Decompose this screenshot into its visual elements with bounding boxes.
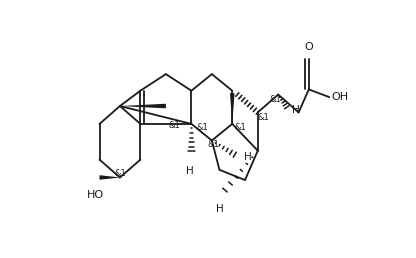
Polygon shape bbox=[120, 104, 166, 108]
Text: &1: &1 bbox=[196, 123, 208, 132]
Text: OH: OH bbox=[332, 92, 349, 102]
Text: H: H bbox=[215, 204, 223, 214]
Polygon shape bbox=[230, 93, 235, 124]
Text: H: H bbox=[244, 152, 252, 162]
Text: H: H bbox=[186, 166, 194, 176]
Text: HO: HO bbox=[87, 190, 104, 200]
Polygon shape bbox=[99, 175, 120, 180]
Text: &1: &1 bbox=[208, 140, 220, 149]
Text: &1: &1 bbox=[168, 121, 180, 130]
Text: &1: &1 bbox=[235, 123, 247, 132]
Text: &1: &1 bbox=[258, 113, 270, 122]
Text: O: O bbox=[305, 42, 313, 52]
Text: &1: &1 bbox=[115, 169, 126, 178]
Text: &1: &1 bbox=[269, 95, 281, 104]
Text: H: H bbox=[292, 105, 300, 115]
